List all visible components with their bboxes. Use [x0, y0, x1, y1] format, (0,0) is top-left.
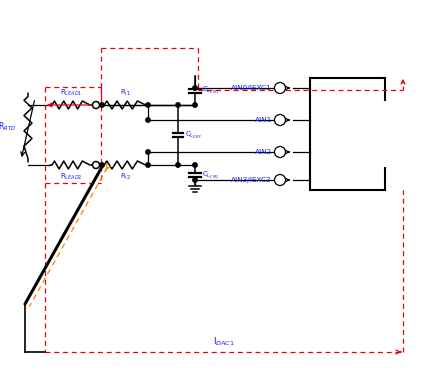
Circle shape: [146, 103, 150, 107]
Circle shape: [193, 86, 197, 90]
Text: R$_{i1}$: R$_{i1}$: [120, 88, 130, 98]
Text: AIN1: AIN1: [255, 117, 272, 123]
Text: R$_{i2}$: R$_{i2}$: [120, 172, 130, 182]
Text: R$_{LEAD1}$: R$_{LEAD1}$: [60, 88, 82, 98]
Circle shape: [176, 163, 180, 167]
Circle shape: [93, 101, 100, 109]
Circle shape: [193, 178, 197, 182]
Circle shape: [275, 175, 285, 185]
Text: C$_{L_{CM2}}$: C$_{L_{CM2}}$: [202, 169, 219, 181]
Circle shape: [100, 103, 104, 107]
Circle shape: [193, 163, 197, 167]
Circle shape: [275, 115, 285, 125]
Text: AIN2: AIN2: [255, 149, 272, 155]
Circle shape: [176, 103, 180, 107]
Text: C$_{L_{CM1}}$: C$_{L_{CM1}}$: [202, 85, 219, 96]
Circle shape: [100, 163, 104, 167]
Circle shape: [275, 147, 285, 157]
Text: R$_{LEAD2}$: R$_{LEAD2}$: [60, 172, 82, 182]
Text: R$_{RTD}$: R$_{RTD}$: [0, 120, 16, 133]
Text: AIN0/IEXC1: AIN0/IEXC1: [231, 85, 272, 91]
Circle shape: [146, 163, 150, 167]
Circle shape: [146, 118, 150, 122]
Text: I$_{DAC1}$: I$_{DAC1}$: [213, 335, 235, 348]
Circle shape: [146, 150, 150, 154]
Circle shape: [193, 103, 197, 107]
Text: AIN3/IEXC2: AIN3/IEXC2: [231, 177, 272, 183]
Circle shape: [93, 162, 100, 169]
Text: C$_{L_{DIFF}}$: C$_{L_{DIFF}}$: [185, 129, 202, 141]
Circle shape: [275, 82, 285, 94]
